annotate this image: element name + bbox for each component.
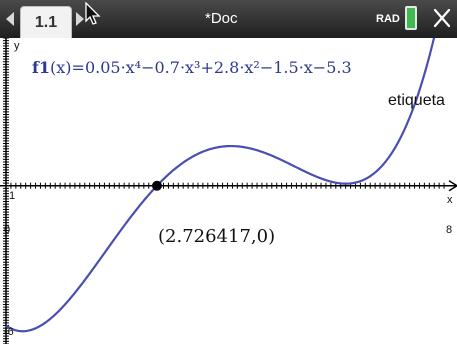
y-min-label: -6 bbox=[4, 326, 14, 338]
function-arg: (x) bbox=[50, 58, 72, 77]
tab-1-1[interactable]: 1.1 bbox=[20, 6, 72, 38]
x-max-label: 8 bbox=[446, 224, 453, 236]
y-one-label: 1 bbox=[9, 190, 16, 202]
title-bar: 1.1 *Doc RAD bbox=[0, 0, 457, 38]
function-expression: =0.05·x⁴−0.7·x³+2.8·x²−1.5·x−5.3 bbox=[71, 58, 352, 77]
y-axis-label: y bbox=[14, 40, 20, 52]
close-icon[interactable] bbox=[433, 8, 451, 28]
zero-point-marker bbox=[151, 180, 162, 191]
graph-plot[interactable] bbox=[0, 38, 457, 344]
function-name: f1 bbox=[32, 58, 51, 77]
previous-page-icon[interactable] bbox=[6, 12, 14, 26]
etiqueta-label[interactable]: etiqueta bbox=[388, 92, 445, 109]
next-page-icon[interactable] bbox=[76, 12, 84, 26]
tab-label: 1.1 bbox=[34, 14, 58, 31]
x-axis-label: x bbox=[447, 194, 453, 206]
battery-icon bbox=[405, 6, 417, 30]
document-title: *Doc bbox=[205, 10, 238, 27]
pointer-cursor-icon bbox=[85, 2, 101, 25]
graph-canvas[interactable] bbox=[0, 38, 457, 344]
zero-point-label[interactable]: (2.726417,0) bbox=[158, 226, 276, 247]
function-label[interactable]: f1(x)=0.05·x⁴−0.7·x³+2.8·x²−1.5·x−5.3 bbox=[32, 58, 352, 77]
x-min-label: 0 bbox=[4, 224, 11, 236]
angle-mode-indicator: RAD bbox=[376, 13, 400, 25]
x-axis-arrow bbox=[448, 180, 457, 192]
function-curve bbox=[5, 38, 436, 333]
